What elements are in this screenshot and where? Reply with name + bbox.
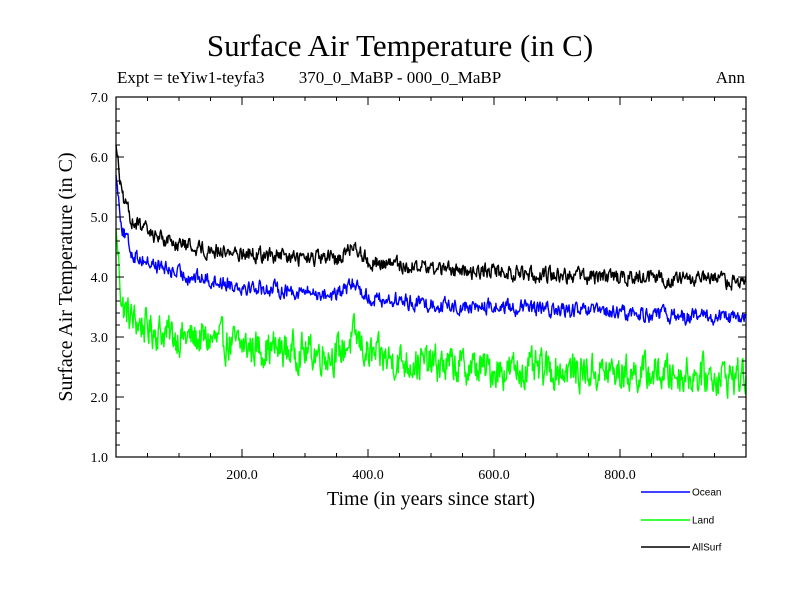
series-line-land — [115, 228, 747, 399]
y-tick-label: 6.0 — [91, 151, 109, 166]
legend-label-ocean: Ocean — [692, 488, 721, 499]
legend-label-allsurf: AllSurf — [692, 543, 722, 554]
y-tick-label: 1.0 — [91, 451, 109, 466]
series-line-allsurf — [115, 144, 747, 291]
x-tick-label: 200.0 — [226, 468, 258, 483]
x-axis-label: Time (in years since start) — [327, 488, 535, 510]
legend-label-land: Land — [692, 516, 714, 527]
y-tick-label: 3.0 — [91, 331, 109, 346]
experiment-label: Expt = teYiw1-teyfa3 — [117, 68, 265, 87]
series-line-ocean — [115, 174, 747, 326]
legend: Ocean Land AllSurf — [641, 488, 722, 554]
tick-layer: 1.0 2.0 3.0 4.0 5.0 6.0 7.0 200.0 400.0 600.0 800.… — [91, 91, 746, 483]
season-label: Ann — [715, 68, 745, 87]
y-tick-label: 5.0 — [91, 211, 109, 226]
plot-frame — [115, 96, 747, 458]
y-axis-label: Surface Air Temperature (in C) — [55, 152, 77, 401]
x-tick-label: 600.0 — [478, 468, 510, 483]
x-tick-label: 400.0 — [352, 468, 384, 483]
y-tick-label: 2.0 — [91, 391, 109, 406]
series-layer — [115, 144, 747, 399]
chart-title: Surface Air Temperature (in C) — [206, 28, 594, 63]
y-tick-label: 7.0 — [91, 91, 109, 106]
y-tick-label: 4.0 — [91, 271, 109, 286]
chart-subtitle: 370_0_MaBP - 000_0_MaBP — [298, 68, 502, 87]
x-tick-label: 800.0 — [604, 468, 636, 483]
